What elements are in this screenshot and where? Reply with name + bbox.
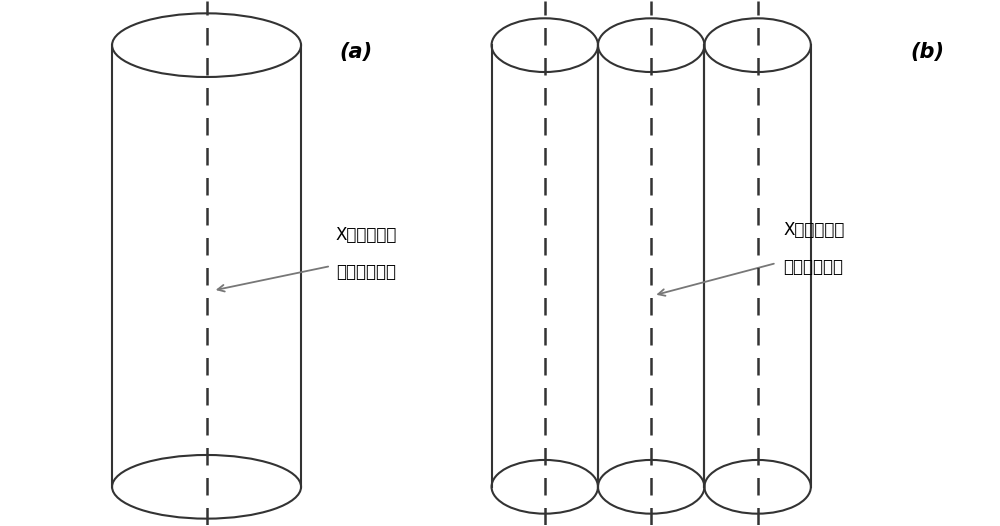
Text: 光源对准区域: 光源对准区域 — [783, 258, 843, 276]
Text: (a): (a) — [339, 42, 372, 62]
Text: 光源对准区域: 光源对准区域 — [336, 263, 396, 281]
Text: X射线衍射仪: X射线衍射仪 — [336, 226, 397, 244]
Text: X射线衍射仪: X射线衍射仪 — [783, 221, 845, 239]
Text: (b): (b) — [911, 42, 945, 62]
